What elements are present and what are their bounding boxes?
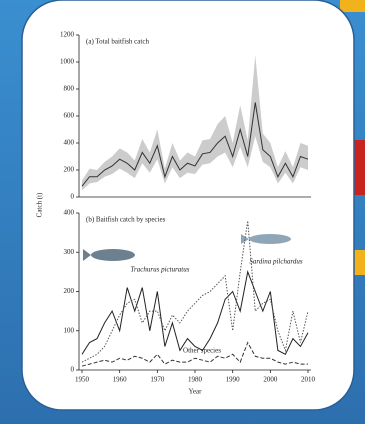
y-tick-label: 200 xyxy=(64,287,75,295)
confidence-band xyxy=(82,55,308,191)
y-tick-label: 800 xyxy=(64,85,75,93)
x-tick-label: 1960 xyxy=(113,376,128,384)
y-tick-label: 200 xyxy=(64,166,75,174)
x-tick-label: 1990 xyxy=(226,376,241,384)
y-tick-label: 600 xyxy=(64,112,75,120)
series-line xyxy=(81,102,309,187)
series-line xyxy=(81,220,309,363)
chart xyxy=(83,234,291,261)
x-tick-label: 1970 xyxy=(150,376,165,384)
y-tick-label: 0 xyxy=(71,366,75,374)
y-axis-label: Catch (t) xyxy=(36,192,44,217)
y-tick-label: 300 xyxy=(64,248,75,256)
series-annotation: Other species xyxy=(183,347,221,355)
decoration xyxy=(340,0,365,12)
content-card xyxy=(21,0,355,411)
panel-title: (a) Total baitfish catch xyxy=(86,38,149,46)
y-tick-label: 0 xyxy=(71,193,75,201)
panel-title: (b) Baitfish catch by species xyxy=(86,216,166,224)
y-tick-label: 400 xyxy=(64,139,75,147)
series-line xyxy=(81,341,308,367)
x-tick-label: 2010 xyxy=(301,376,316,384)
series-line xyxy=(81,270,309,355)
y-tick-label: 1200 xyxy=(60,31,75,39)
y-tick-label: 400 xyxy=(64,209,75,217)
y-tick-label: 1000 xyxy=(60,58,75,66)
x-tick-label: 1980 xyxy=(188,376,203,384)
x-tick-label: 1950 xyxy=(75,376,90,384)
series-annotation: Trachurus picturatus xyxy=(131,266,190,274)
x-axis-label: Year xyxy=(189,388,203,396)
x-tick-label: 2000 xyxy=(263,376,278,384)
y-tick-label: 100 xyxy=(64,326,75,334)
fish-icon xyxy=(83,249,135,261)
fish-icon xyxy=(241,234,291,244)
series-annotation: Sardina pilchardus xyxy=(249,258,303,266)
